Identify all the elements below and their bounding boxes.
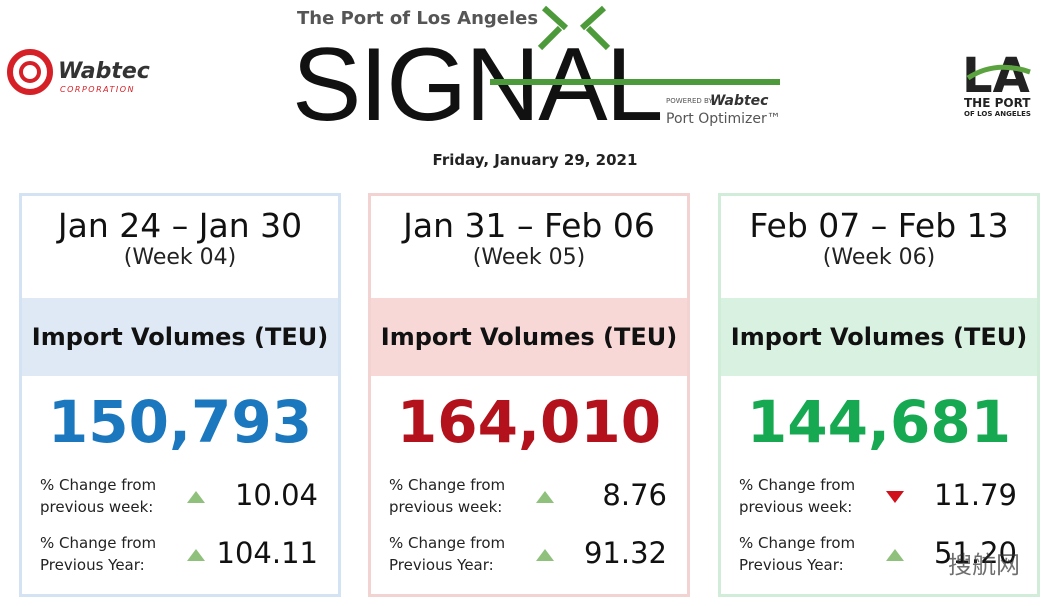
change-label: % Change from previous week: xyxy=(40,474,156,518)
label-line: % Change from xyxy=(40,534,157,552)
change-label: % Change from previous week: xyxy=(389,474,505,518)
change-label: % Change from Previous Year: xyxy=(40,532,156,576)
label-line: % Change from xyxy=(389,534,506,552)
powered-by: POWERED BY xyxy=(666,97,713,105)
change-row: % Change from previous week: 8.76 xyxy=(371,468,687,526)
change-label: % Change from previous week: xyxy=(739,474,855,518)
change-value: 51.20 xyxy=(933,536,1017,570)
watermark: 搜航网 xyxy=(948,551,1020,579)
powered-brand: Wabtec xyxy=(710,93,769,109)
logo-name: Wabtec xyxy=(58,59,150,84)
week: (Week 05) xyxy=(472,245,586,270)
week: (Week 06) xyxy=(822,245,936,270)
date-range: Jan 31 – Feb 06 xyxy=(403,206,655,245)
trend-arrow xyxy=(187,549,205,561)
volume: 150,793 xyxy=(47,388,313,456)
signal-mark xyxy=(490,5,780,85)
label-line: previous week: xyxy=(389,498,503,516)
trend-arrow xyxy=(536,491,554,503)
change-label: % Change from Previous Year: xyxy=(389,532,505,576)
card: Jan 31 – Feb 06 (Week 05) Import Volumes (… xyxy=(368,193,690,597)
label-line: % Change from xyxy=(739,476,856,494)
logo-sub: CORPORATION xyxy=(60,85,135,94)
change-row: % Change from Previous Year: 91.32 xyxy=(371,526,687,584)
card-header: Jan 31 – Feb 06 (Week 05) xyxy=(371,196,687,298)
subtitle: The Port of Los Angeles xyxy=(297,8,538,29)
metric: Import Volumes (TEU) xyxy=(721,298,1037,376)
wabtec-logo: Wabtec CORPORATION xyxy=(7,49,150,95)
label-line: Previous Year: xyxy=(389,556,494,574)
label-line: Previous Year: xyxy=(739,556,844,574)
date: Friday, January 29, 2021 xyxy=(433,151,638,169)
change-value: 8.76 xyxy=(602,478,667,512)
label-line: previous week: xyxy=(40,498,154,516)
header: Wabtec CORPORATION The Port of Los Angel… xyxy=(7,5,1031,169)
trend-arrow xyxy=(187,491,205,503)
change-value: 11.79 xyxy=(933,478,1017,512)
la-logo: LA THE PORT OF LOS ANGELES xyxy=(962,48,1031,118)
la-line2: OF LOS ANGELES xyxy=(964,110,1031,118)
change-label: % Change from Previous Year: xyxy=(739,532,855,576)
metric: Import Volumes (TEU) xyxy=(22,298,338,376)
trend-arrow xyxy=(886,491,904,503)
week: (Week 04) xyxy=(123,245,237,270)
card-header: Feb 07 – Feb 13 (Week 06) xyxy=(721,196,1037,298)
date-range: Jan 24 – Jan 30 xyxy=(57,206,303,245)
label-line: % Change from xyxy=(739,534,856,552)
label-line: previous week: xyxy=(739,498,853,516)
change-row: % Change from Previous Year: 51.20 xyxy=(721,526,1037,584)
card: Jan 24 – Jan 30 (Week 04) Import Volumes (… xyxy=(19,193,341,597)
change-value: 104.11 xyxy=(216,536,318,570)
change-row: % Change from previous week: 10.04 xyxy=(22,468,338,526)
card: Feb 07 – Feb 13 (Week 06) Import Volumes (… xyxy=(718,193,1040,597)
product: Port Optimizer™ xyxy=(666,111,781,127)
la-line1: THE PORT xyxy=(964,96,1031,110)
label-line: % Change from xyxy=(40,476,157,494)
date-range: Feb 07 – Feb 13 xyxy=(749,206,1009,245)
card-header: Jan 24 – Jan 30 (Week 04) xyxy=(22,196,338,298)
change-value: 91.32 xyxy=(583,536,667,570)
trend-arrow xyxy=(536,549,554,561)
change-row: % Change from Previous Year: 104.11 xyxy=(22,526,338,584)
change-row: % Change from previous week: 11.79 xyxy=(721,468,1037,526)
trend-arrow xyxy=(886,549,904,561)
volume: 164,010 xyxy=(396,388,662,456)
metric: Import Volumes (TEU) xyxy=(371,298,687,376)
change-value: 10.04 xyxy=(234,478,318,512)
label-line: % Change from xyxy=(389,476,506,494)
label-line: Previous Year: xyxy=(40,556,145,574)
volume: 144,681 xyxy=(746,388,1012,456)
